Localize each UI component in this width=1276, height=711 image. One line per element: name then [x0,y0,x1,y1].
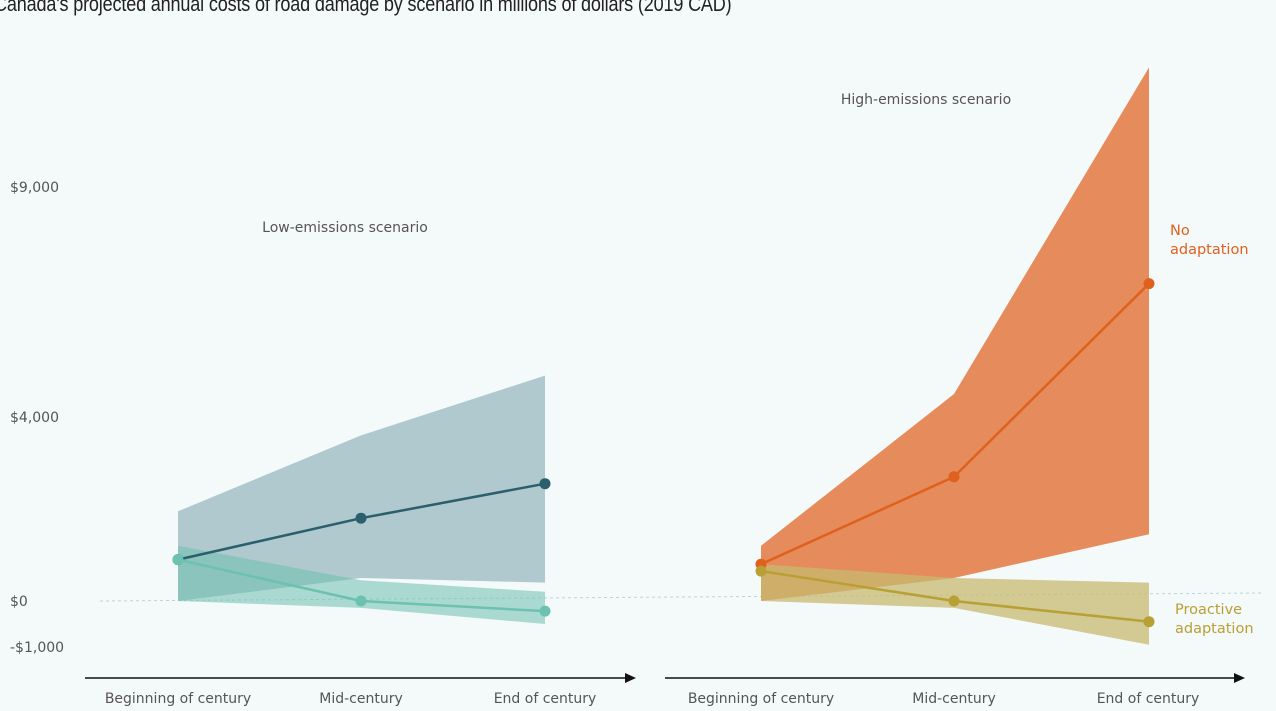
series-label: No adaptation [1170,223,1249,258]
x-tick-label: Beginning of century [688,691,834,707]
x-axis-arrow [1234,673,1245,683]
x-tick-label: Mid-century [912,691,996,707]
data-point [1143,278,1155,290]
data-point [355,595,367,607]
y-tick-label: $0 [10,594,28,610]
data-point [1143,616,1155,628]
data-point [755,565,767,577]
x-axis-arrow [625,673,636,683]
x-tick-label: Beginning of century [105,691,251,707]
data-point [355,512,367,524]
data-point [172,554,184,566]
uncertainty-band [178,545,545,624]
x-tick-label: End of century [1097,691,1200,707]
x-tick-label: Mid-century [319,691,403,707]
uncertainty-band [178,375,545,601]
chart-title: Canada's projected annual costs of road … [0,0,732,16]
uncertainty-band [761,67,1149,601]
data-point [948,595,960,607]
panel-title: High-emissions scenario [841,92,1011,108]
y-tick-label: -$1,000 [10,640,64,656]
y-tick-label: $9,000 [10,180,59,196]
data-point [539,478,551,490]
series-label: Proactive adaptation [1175,602,1254,637]
data-point [539,605,551,617]
y-tick-label: $4,000 [10,410,59,426]
x-tick-label: End of century [494,691,597,707]
panel-title: Low-emissions scenario [262,220,428,236]
data-point [948,471,960,483]
